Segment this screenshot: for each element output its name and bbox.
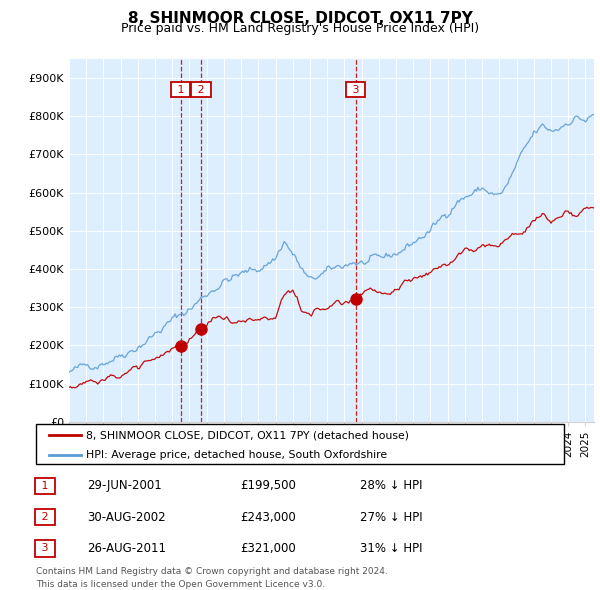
FancyBboxPatch shape [36,424,564,464]
Text: £243,000: £243,000 [240,510,296,524]
Text: HPI: Average price, detached house, South Oxfordshire: HPI: Average price, detached house, Sout… [86,450,387,460]
Text: Contains HM Land Registry data © Crown copyright and database right 2024.: Contains HM Land Registry data © Crown c… [36,567,388,576]
Text: This data is licensed under the Open Government Licence v3.0.: This data is licensed under the Open Gov… [36,580,325,589]
Text: 26-AUG-2011: 26-AUG-2011 [87,542,166,555]
Text: 1: 1 [38,481,52,491]
Text: 2: 2 [194,84,208,94]
Text: £321,000: £321,000 [240,542,296,555]
Text: 27% ↓ HPI: 27% ↓ HPI [360,510,422,524]
Text: 28% ↓ HPI: 28% ↓ HPI [360,479,422,493]
Text: £199,500: £199,500 [240,479,296,493]
Text: Price paid vs. HM Land Registry's House Price Index (HPI): Price paid vs. HM Land Registry's House … [121,22,479,35]
Text: 3: 3 [349,84,362,94]
Text: 30-AUG-2002: 30-AUG-2002 [87,510,166,524]
Text: 31% ↓ HPI: 31% ↓ HPI [360,542,422,555]
Text: 2: 2 [38,512,52,522]
Text: 8, SHINMOOR CLOSE, DIDCOT, OX11 7PY: 8, SHINMOOR CLOSE, DIDCOT, OX11 7PY [128,11,472,25]
Text: 3: 3 [38,543,52,553]
Text: 29-JUN-2001: 29-JUN-2001 [87,479,162,493]
Text: 1: 1 [174,84,188,94]
Text: 8, SHINMOOR CLOSE, DIDCOT, OX11 7PY (detached house): 8, SHINMOOR CLOSE, DIDCOT, OX11 7PY (det… [86,430,409,440]
